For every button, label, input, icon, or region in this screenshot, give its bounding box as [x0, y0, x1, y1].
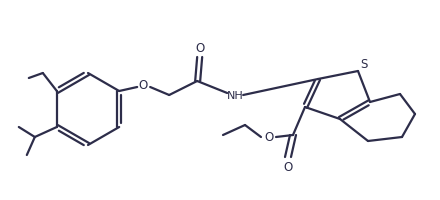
Text: O: O	[283, 161, 293, 174]
Text: O: O	[195, 42, 205, 55]
Text: O: O	[264, 131, 274, 144]
Text: O: O	[139, 79, 148, 92]
Text: S: S	[360, 58, 368, 71]
Text: NH: NH	[227, 91, 244, 100]
